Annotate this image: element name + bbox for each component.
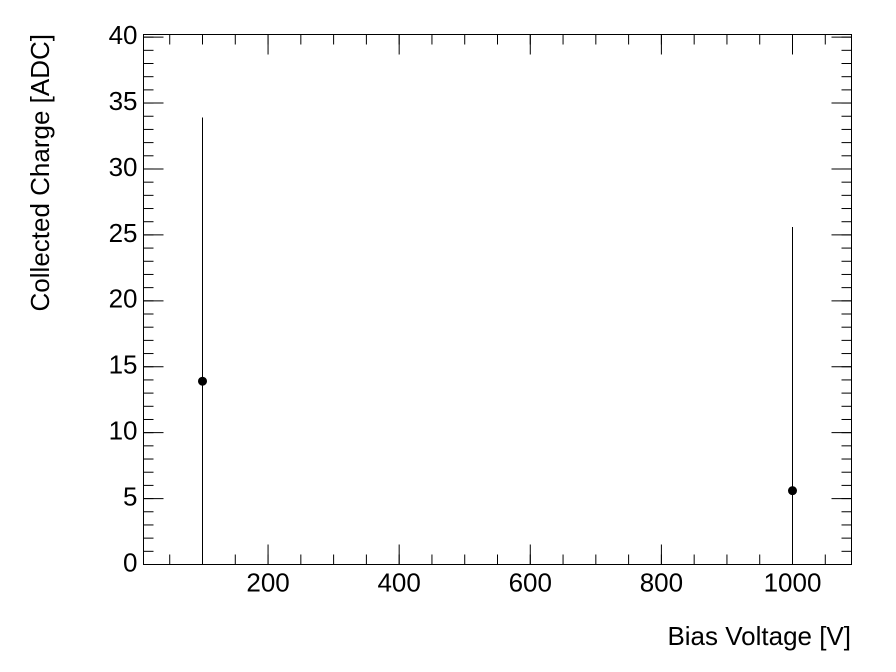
y-tick-label: 25 [109,218,138,248]
y-tick-label: 20 [109,284,138,314]
x-tick-label: 600 [509,567,552,597]
plot-frame [143,34,852,565]
y-tick-label: 10 [109,416,138,446]
x-tick-label: 400 [377,567,420,597]
y-tick-label: 30 [109,152,138,182]
data-point [788,486,797,496]
x-axis-title: Bias Voltage [V] [667,621,851,651]
y-tick-label: 40 [109,20,138,50]
x-tick-label: 800 [640,567,683,597]
y-tick-label: 35 [109,86,138,116]
y-tick-label: 0 [123,547,137,577]
y-axis-title: Collected Charge [ADC] [25,34,55,311]
y-tick-label: 5 [123,481,137,511]
x-tick-label: 1000 [764,567,822,597]
x-tick-label: 200 [246,567,289,597]
y-tick-label: 15 [109,350,138,380]
data-point [198,376,207,386]
